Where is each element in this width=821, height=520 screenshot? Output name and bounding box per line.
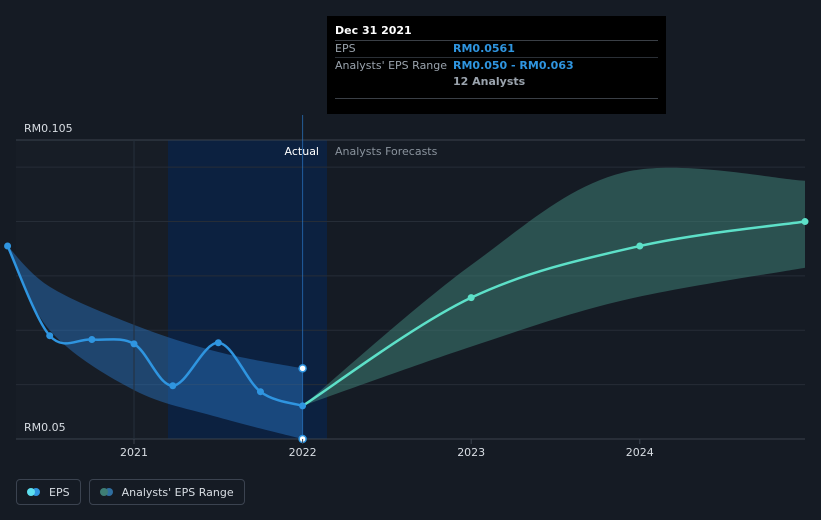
tooltip-divider [335,98,658,99]
eps-actual-point [46,332,54,340]
x-axis-ticks: 2021 2022 2023 2024 [120,439,654,459]
left-shade [16,140,168,439]
legend-range-button[interactable]: Analysts' EPS Range [88,479,245,505]
eps-actual-point [299,402,307,410]
eps-actual-point [256,388,264,396]
tooltip-eps-value: RM0.0561 [453,42,515,55]
eps-legend-icon [27,488,43,496]
eps-actual-point [88,336,96,344]
forecast-label: Analysts Forecasts [335,145,438,158]
legend: EPS Analysts' EPS Range [16,479,245,505]
legend-eps-label: EPS [49,485,70,499]
tooltip-eps-row: EPS RM0.0561 [335,40,658,57]
legend-eps-button[interactable]: EPS [16,479,81,505]
range-highlight-point [298,364,307,373]
x-tick-label: 2022 [289,446,317,459]
actual-band [168,140,327,439]
tooltip-analysts: 12 Analysts [453,75,526,88]
eps-actual-point [130,340,138,348]
x-tick-label: 2024 [626,446,654,459]
tooltip-range-row: Analysts' EPS Range RM0.050 - RM0.063 [335,57,658,74]
eps-forecast-point [801,218,809,226]
y-tick-label-bottom: RM0.05 [24,421,66,434]
eps-forecast-line [301,220,806,407]
x-tick-label: 2021 [120,446,148,459]
eps-forecast-point [467,294,475,302]
tooltip: Dec 31 2021 EPS RM0.0561 Analysts' EPS R… [327,16,666,114]
actual-label: Actual [285,145,319,158]
tooltip-date: Dec 31 2021 [335,24,412,37]
tooltip-eps-label: EPS [335,42,356,55]
legend-range-label: Analysts' EPS Range [121,485,234,499]
eps-forecast-point [636,242,644,250]
eps-range-past-band [7,246,303,439]
tooltip-range-value: RM0.050 - RM0.063 [453,59,574,72]
y-tick-label-top: RM0.105 [24,122,73,135]
eps-actual-point [169,382,177,390]
eps-range-forecast-band [302,167,805,406]
eps-actual-point [4,242,12,250]
range-legend-icon [99,488,116,496]
tooltip-analysts-row: 12 Analysts [335,74,658,90]
eps-actual-point [214,339,222,347]
chart-marks [4,115,809,444]
x-tick-label: 2023 [457,446,485,459]
tooltip-range-label: Analysts' EPS Range [335,59,448,72]
